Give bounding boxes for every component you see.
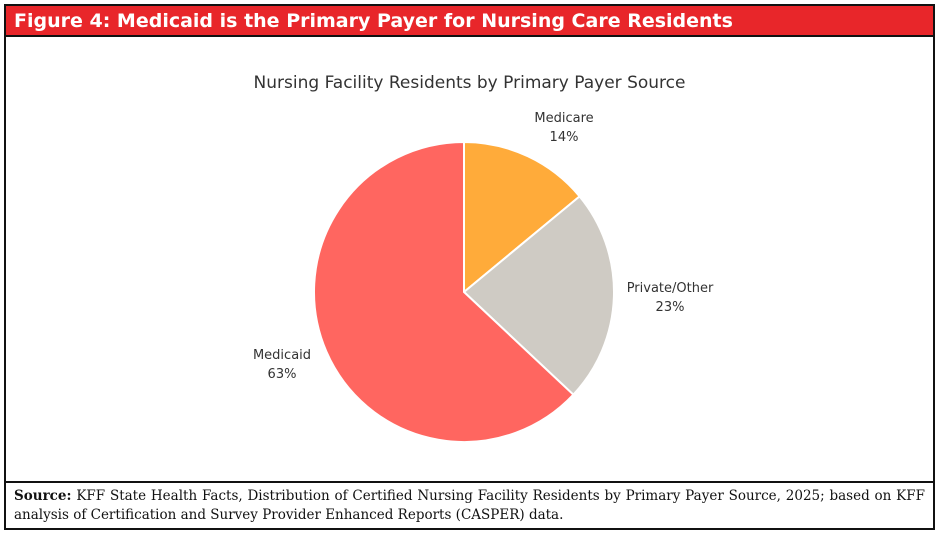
slice-name-medicare: Medicare — [534, 111, 594, 126]
slice-value-medicaid: 63% — [267, 367, 297, 382]
slice-name-medicaid: Medicaid — [252, 348, 312, 363]
pie-slice-medicare — [463, 140, 581, 295]
figure-source: Source: KFF State Health Facts, Distribu… — [6, 481, 933, 528]
pie-slice-medicaid — [313, 140, 575, 443]
figure-header: Figure 4: Medicaid is the Primary Payer … — [6, 6, 933, 37]
slice-label-medicaid: Medicaid 63% — [232, 346, 332, 384]
slice-label-medicare: Medicare 14% — [514, 109, 614, 147]
slice-name-private-other: Private/Other — [626, 281, 714, 296]
slice-value-medicare: 14% — [549, 130, 579, 145]
slice-value-private-other: 23% — [655, 300, 685, 315]
figure-frame: Figure 4: Medicaid is the Primary Payer … — [4, 4, 935, 530]
source-label: Source: — [14, 488, 72, 504]
pie-slice-private-other — [462, 194, 615, 397]
chart-area: Nursing Facility Residents by Primary Pa… — [6, 39, 933, 479]
pie-chart — [313, 140, 615, 443]
chart-title: Nursing Facility Residents by Primary Pa… — [253, 73, 686, 93]
source-text: KFF State Health Facts, Distribution of … — [14, 488, 926, 523]
slice-label-private-other: Private/Other 23% — [610, 279, 730, 317]
